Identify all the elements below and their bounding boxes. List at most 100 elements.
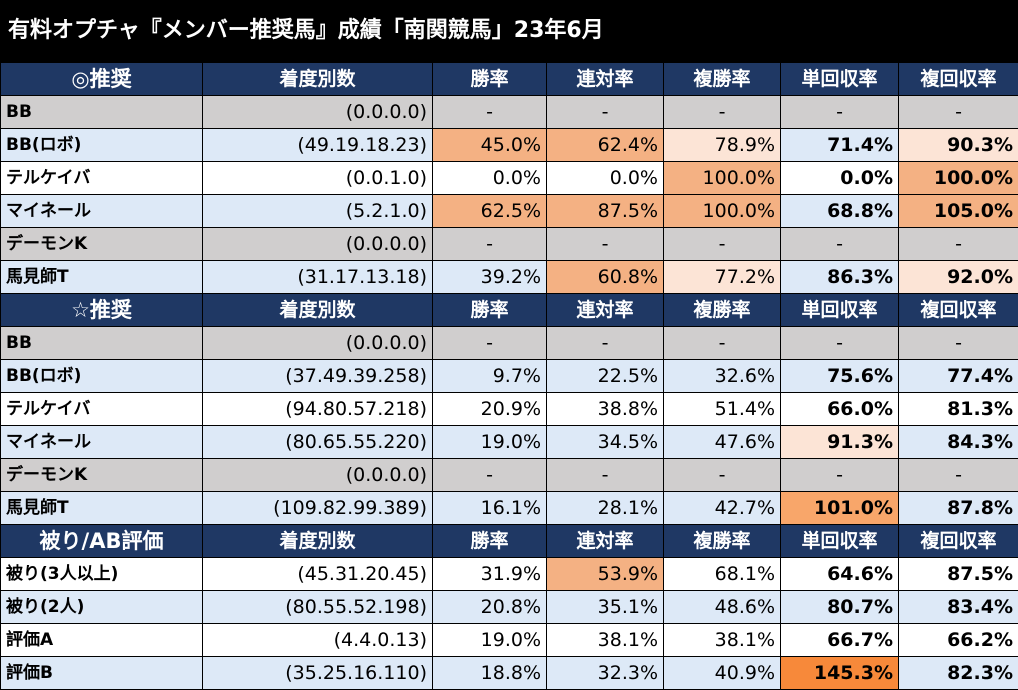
- row-win-return: -: [781, 459, 899, 492]
- row-win: 39.2%: [433, 261, 547, 294]
- row-win-return: 101.0%: [781, 492, 899, 525]
- table-row: マイネール (80.65.55.220) 19.0% 34.5% 47.6% 9…: [1, 426, 1018, 459]
- table-row: 評価A (4.4.0.13) 19.0% 38.1% 38.1% 66.7% 6…: [1, 624, 1018, 657]
- row-show: 38.1%: [664, 624, 781, 657]
- row-show-return: 87.8%: [899, 492, 1018, 525]
- row-record: (0.0.1.0): [203, 162, 433, 195]
- row-win: -: [433, 459, 547, 492]
- row-win: -: [433, 228, 547, 261]
- row-win: 0.0%: [433, 162, 547, 195]
- row-record: (80.55.52.198): [203, 591, 433, 624]
- row-show-return: 87.5%: [899, 558, 1018, 591]
- row-place2: 35.1%: [547, 591, 664, 624]
- row-place2: 34.5%: [547, 426, 664, 459]
- row-name: 被り(3人以上): [1, 558, 203, 591]
- row-place2: 38.8%: [547, 393, 664, 426]
- section-header: ◎推奨 着度別数 勝率 連対率 複勝率 単回収率 複回収率: [1, 63, 1018, 96]
- row-place2: -: [547, 228, 664, 261]
- row-record: (49.19.18.23): [203, 129, 433, 162]
- col-header-show: 複勝率: [664, 525, 781, 558]
- table-row: デーモンK (0.0.0.0) - - - - -: [1, 459, 1018, 492]
- row-show-return: 100.0%: [899, 162, 1018, 195]
- row-show-return: 83.4%: [899, 591, 1018, 624]
- col-header-win: 勝率: [433, 525, 547, 558]
- col-header-record: 着度別数: [203, 63, 433, 96]
- row-win-return: 66.7%: [781, 624, 899, 657]
- row-win: -: [433, 327, 547, 360]
- table-row: 被り(3人以上) (45.31.20.45) 31.9% 53.9% 68.1%…: [1, 558, 1018, 591]
- row-win-return: -: [781, 327, 899, 360]
- row-show: 77.2%: [664, 261, 781, 294]
- row-win-return: 64.6%: [781, 558, 899, 591]
- section-header: ☆推奨 着度別数 勝率 連対率 複勝率 単回収率 複回収率: [1, 294, 1018, 327]
- row-show: 42.7%: [664, 492, 781, 525]
- row-name: テルケイバ: [1, 162, 203, 195]
- row-show: 48.6%: [664, 591, 781, 624]
- row-win-return: 91.3%: [781, 426, 899, 459]
- row-show-return: 77.4%: [899, 360, 1018, 393]
- table-row: マイネール (5.2.1.0) 62.5% 87.5% 100.0% 68.8%…: [1, 195, 1018, 228]
- row-record: (109.82.99.389): [203, 492, 433, 525]
- row-win-return: 66.0%: [781, 393, 899, 426]
- row-show: -: [664, 327, 781, 360]
- row-show: 47.6%: [664, 426, 781, 459]
- table-row: 馬見師T (31.17.13.18) 39.2% 60.8% 77.2% 86.…: [1, 261, 1018, 294]
- row-show: 100.0%: [664, 162, 781, 195]
- row-show: 68.1%: [664, 558, 781, 591]
- col-header-win: 勝率: [433, 294, 547, 327]
- row-win: 62.5%: [433, 195, 547, 228]
- row-place2: 22.5%: [547, 360, 664, 393]
- section-header: 被り/AB評価 着度別数 勝率 連対率 複勝率 単回収率 複回収率: [1, 525, 1018, 558]
- row-show-return: -: [899, 327, 1018, 360]
- row-win-return: 71.4%: [781, 129, 899, 162]
- row-win: 16.1%: [433, 492, 547, 525]
- row-record: (0.0.0.0): [203, 228, 433, 261]
- col-header-show: 複勝率: [664, 294, 781, 327]
- col-header-win-return: 単回収率: [781, 525, 899, 558]
- row-name: デーモンK: [1, 228, 203, 261]
- row-show: 40.9%: [664, 657, 781, 690]
- table-row: 被り(2人) (80.55.52.198) 20.8% 35.1% 48.6% …: [1, 591, 1018, 624]
- row-record: (80.65.55.220): [203, 426, 433, 459]
- col-header-show-return: 複回収率: [899, 525, 1018, 558]
- row-record: (45.31.20.45): [203, 558, 433, 591]
- row-win: 19.0%: [433, 426, 547, 459]
- row-win: 18.8%: [433, 657, 547, 690]
- results-table: ◎推奨 着度別数 勝率 連対率 複勝率 単回収率 複回収率 BB (0.0.0.…: [0, 62, 1018, 690]
- col-header-place2: 連対率: [547, 63, 664, 96]
- page-title: 有料オプチャ『メンバー推奨馬』成績「南関競馬」23年6月: [0, 0, 1018, 62]
- row-place2: -: [547, 327, 664, 360]
- row-name: 馬見師T: [1, 492, 203, 525]
- col-header-place2: 連対率: [547, 294, 664, 327]
- row-win: 20.8%: [433, 591, 547, 624]
- col-header-record: 着度別数: [203, 294, 433, 327]
- row-record: (5.2.1.0): [203, 195, 433, 228]
- table-row: テルケイバ (94.80.57.218) 20.9% 38.8% 51.4% 6…: [1, 393, 1018, 426]
- row-win-return: 0.0%: [781, 162, 899, 195]
- row-record: (94.80.57.218): [203, 393, 433, 426]
- row-win: 9.7%: [433, 360, 547, 393]
- row-name: 馬見師T: [1, 261, 203, 294]
- row-show-return: 90.3%: [899, 129, 1018, 162]
- row-show-return: 84.3%: [899, 426, 1018, 459]
- row-win-return: 68.8%: [781, 195, 899, 228]
- row-name: マイネール: [1, 195, 203, 228]
- row-name: 評価B: [1, 657, 203, 690]
- row-win: 19.0%: [433, 624, 547, 657]
- row-name: デーモンK: [1, 459, 203, 492]
- row-record: (0.0.0.0): [203, 459, 433, 492]
- row-win-return: -: [781, 96, 899, 129]
- col-header-win-return: 単回収率: [781, 294, 899, 327]
- row-place2: 38.1%: [547, 624, 664, 657]
- row-place2: -: [547, 96, 664, 129]
- row-place2: 60.8%: [547, 261, 664, 294]
- col-header-show-return: 複回収率: [899, 63, 1018, 96]
- section-title: 被り/AB評価: [1, 525, 203, 558]
- table-row: BB(ロボ) (37.49.39.258) 9.7% 22.5% 32.6% 7…: [1, 360, 1018, 393]
- row-show-return: -: [899, 228, 1018, 261]
- row-show-return: 66.2%: [899, 624, 1018, 657]
- row-record: (0.0.0.0): [203, 96, 433, 129]
- row-show-return: 92.0%: [899, 261, 1018, 294]
- row-place2: 62.4%: [547, 129, 664, 162]
- row-show: 100.0%: [664, 195, 781, 228]
